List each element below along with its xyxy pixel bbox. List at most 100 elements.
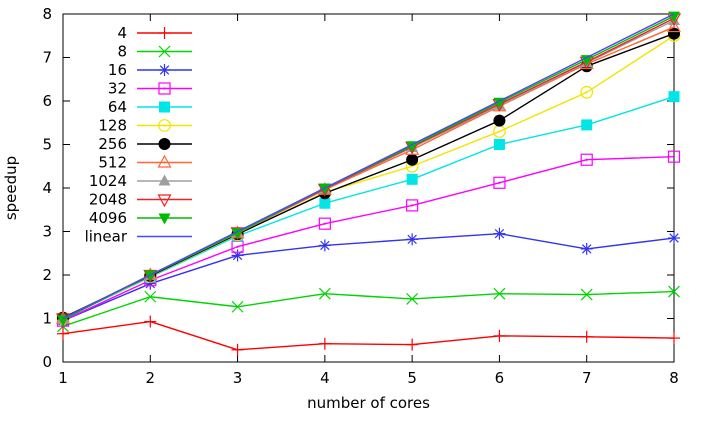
x-tick-label: 1 [58, 369, 68, 387]
plus-marker [318, 337, 331, 350]
circle-filled-marker [406, 153, 419, 166]
asterisk-marker [493, 227, 506, 240]
y-tick-label: 3 [42, 223, 52, 241]
square-filled-marker [493, 139, 505, 150]
square-filled-marker [406, 173, 418, 185]
square-open-marker [406, 199, 419, 212]
legend-item-64: 64 [108, 98, 192, 116]
asterisk-marker [318, 239, 331, 252]
legend-label-4096: 4096 [89, 209, 127, 227]
legend-item-32: 32 [108, 80, 192, 98]
plus-marker [493, 329, 506, 342]
triangle-down-open-marker [157, 194, 172, 208]
cross-marker [158, 45, 171, 58]
series-32 [56, 150, 681, 327]
triangle-down-filled-marker [231, 228, 244, 240]
square-open-marker [158, 82, 171, 95]
legend-label-128: 128 [98, 117, 127, 135]
legend-item-8: 8 [117, 43, 192, 61]
legend-item-1024: 1024 [89, 172, 192, 190]
series-line-64 [62, 95, 675, 320]
x-tick-label: 8 [669, 369, 679, 387]
cross-marker [144, 290, 157, 303]
circle-filled-marker [493, 114, 506, 127]
legend-item-linear: linear [85, 228, 192, 246]
cross-marker [668, 285, 680, 298]
y-tick-label: 6 [42, 92, 52, 110]
plus-marker [668, 332, 680, 345]
triangle-down-filled-marker [668, 11, 680, 23]
x-tick-label: 3 [233, 369, 243, 387]
triangle-down-filled-marker [580, 55, 593, 67]
legend-label-64: 64 [108, 98, 127, 116]
legend-label-2048: 2048 [89, 191, 127, 209]
square-filled-marker [159, 101, 170, 113]
series-linear [62, 13, 675, 320]
cross-marker [406, 293, 419, 305]
legend-item-2048: 2048 [89, 191, 192, 209]
square-filled-marker [581, 119, 593, 131]
legend-item-4: 4 [117, 24, 192, 42]
y-axis-label: speedup [2, 156, 20, 220]
y-tick-label: 7 [42, 49, 52, 67]
series-line-256 [62, 32, 675, 319]
plus-marker [57, 327, 69, 340]
asterisk-marker [158, 64, 171, 76]
legend-item-16: 16 [108, 61, 192, 79]
plus-marker [580, 330, 593, 343]
cross-marker [493, 287, 506, 300]
x-tick-label: 6 [495, 369, 505, 387]
x-axis-label: number of cores [307, 394, 430, 412]
plus-marker [144, 315, 157, 328]
legend-label-16: 16 [108, 61, 127, 79]
circle-open-marker [493, 125, 506, 138]
y-tick-label: 2 [42, 266, 52, 284]
square-open-marker [580, 153, 593, 166]
asterisk-marker [580, 242, 593, 255]
plus-marker [406, 338, 419, 351]
cross-marker [318, 287, 331, 300]
legend-item-128: 128 [98, 117, 192, 135]
y-tick-label: 4 [42, 179, 52, 197]
triangle-up-filled-marker [158, 174, 171, 186]
asterisk-marker [406, 233, 419, 246]
series-line-linear [62, 13, 675, 320]
circle-open-marker [158, 119, 171, 132]
legend-label-32: 32 [108, 80, 127, 98]
triangle-down-filled-marker [406, 141, 419, 153]
x-tick-label: 7 [582, 369, 592, 387]
legend-label-1024: 1024 [89, 172, 127, 190]
legend-label-256: 256 [98, 135, 127, 153]
legend-item-512: 512 [98, 154, 192, 172]
square-filled-marker [319, 197, 331, 209]
triangle-up-open-marker [666, 19, 682, 33]
legend-item-4096: 4096 [89, 209, 192, 227]
circle-filled-marker [158, 138, 171, 150]
asterisk-marker [668, 232, 680, 245]
circle-open-marker [580, 85, 594, 99]
series-4 [57, 315, 680, 356]
triangle-up-open-marker [157, 154, 172, 168]
plus-marker [158, 27, 171, 39]
asterisk-marker [231, 249, 244, 262]
series-line-32 [62, 155, 675, 322]
triangle-down-filled-marker [57, 315, 69, 327]
series-line-4 [62, 320, 675, 351]
circle-filled-marker [668, 27, 680, 40]
x-tick-label: 5 [407, 369, 417, 387]
series-line-8 [62, 290, 675, 327]
cross-marker [231, 300, 244, 313]
legend-label-8: 8 [117, 43, 127, 61]
triangle-down-filled-marker [493, 97, 506, 109]
legend-item-256: 256 [98, 135, 192, 153]
series-8 [57, 285, 680, 333]
y-tick-label: 0 [42, 353, 52, 371]
legend-label-linear: linear [85, 228, 128, 246]
cross-marker [580, 288, 593, 301]
series-line-16 [62, 232, 675, 322]
legend-label-4: 4 [117, 24, 127, 42]
x-tick-label: 4 [320, 369, 330, 387]
